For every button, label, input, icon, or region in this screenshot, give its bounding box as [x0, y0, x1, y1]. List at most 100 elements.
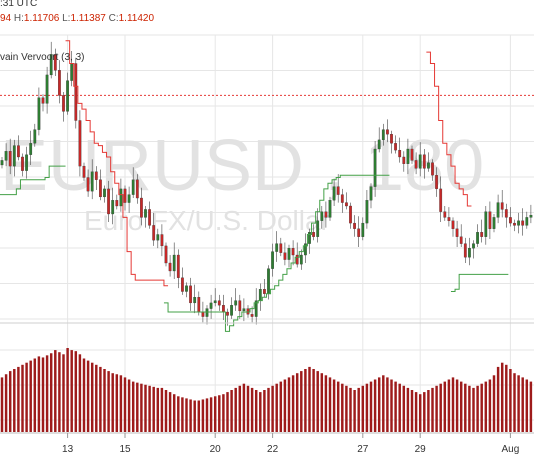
candle-body [58, 70, 61, 96]
volume-bar [324, 375, 328, 432]
candle-body [468, 248, 471, 258]
candle-body [234, 300, 238, 306]
volume-bar [82, 358, 86, 432]
volume-bar [131, 381, 135, 432]
volume-bar [402, 385, 406, 432]
volume-bar [464, 383, 467, 432]
volume-bar [78, 354, 82, 432]
candle-body [230, 305, 233, 316]
header-time-text: :31 UTC [0, 0, 38, 9]
indicator-legend[interactable]: vain Vervoort (3, 3) [0, 52, 84, 63]
candle-body [267, 268, 270, 294]
volume-bar [62, 354, 65, 432]
candle-body [336, 186, 340, 195]
candle-body [365, 200, 369, 224]
ohlc-close-value: 1.11420 [118, 13, 155, 24]
candle-body [459, 236, 463, 244]
candle-body [517, 220, 520, 226]
candle-body [422, 154, 426, 169]
volume-bar [513, 373, 516, 432]
volume-bar [172, 394, 176, 432]
candle-body [29, 143, 33, 155]
volume-bar [218, 395, 221, 432]
volume-bar [304, 369, 307, 432]
candle-body [66, 80, 69, 112]
candle-body [4, 151, 8, 161]
volume-bar [529, 381, 533, 432]
x-tick-label: 20 [210, 444, 222, 455]
candle-body [390, 134, 393, 144]
volume-bar [431, 387, 434, 432]
volume-bar [29, 360, 32, 432]
candle-body [439, 188, 443, 212]
volume-bar [226, 392, 229, 432]
volume-bar [295, 373, 299, 432]
volume-bar [373, 379, 377, 432]
volume-bar [427, 390, 430, 432]
candle-body [222, 305, 225, 313]
volume-bar [250, 387, 254, 432]
candle-body [320, 211, 324, 221]
volume-bar [107, 371, 110, 432]
candle-body [213, 300, 217, 304]
volume-bar [386, 377, 389, 432]
volume-bar [66, 348, 69, 432]
volume-bar [25, 362, 28, 432]
candle-body [140, 197, 143, 218]
volume-bar [136, 382, 139, 432]
candle-body [160, 234, 164, 247]
watermark: EURUSD , 180 Euro FX/U.S. Dollar [0, 126, 484, 236]
volume-bar [21, 364, 24, 432]
candle-body [488, 211, 492, 229]
volume-bar [99, 366, 102, 432]
candle-body [107, 188, 110, 215]
candle-body [193, 297, 197, 304]
candle-body [316, 220, 320, 237]
candle-body [435, 175, 438, 190]
volume-bar [418, 394, 422, 432]
candle-body [217, 300, 221, 306]
candle-body [144, 209, 147, 218]
candle-body [17, 145, 20, 158]
volume-bar [144, 384, 147, 432]
candle-body [70, 63, 74, 81]
candle-body [115, 200, 119, 207]
candle-body [431, 162, 434, 176]
candle-body [111, 200, 115, 215]
volume-bar [152, 386, 155, 432]
candle-body [250, 314, 254, 317]
volume-bar [74, 351, 78, 432]
candle-body [394, 143, 397, 151]
candle-body [21, 156, 24, 171]
volume-bar [45, 355, 49, 432]
volume-bar [439, 383, 442, 432]
candle-body [242, 308, 246, 312]
candle-body [123, 188, 127, 203]
candle-body [99, 179, 102, 198]
ohlc-low-value: 1.11387 [70, 13, 106, 24]
volume-bar [369, 381, 373, 432]
volume-bar [242, 383, 246, 432]
volume-bar [423, 392, 426, 432]
volume-bar [119, 375, 123, 432]
volume-bar [148, 385, 151, 432]
volume-bar [377, 377, 381, 432]
x-tick-label: 27 [357, 444, 369, 455]
volume-bar [103, 369, 106, 432]
x-tick-label: 29 [415, 444, 427, 455]
volume-bar [230, 390, 233, 432]
volume-bar [476, 385, 479, 432]
candle-body [386, 129, 389, 135]
volume-bar [185, 398, 188, 432]
volume-bar [115, 374, 119, 432]
candle-body [381, 129, 385, 141]
header-time: :31 UTC [0, 0, 37, 9]
candle-body [414, 160, 418, 169]
candle-body [156, 234, 160, 241]
candle-body [181, 277, 184, 292]
volume-bar [357, 387, 360, 432]
candle-body [283, 252, 287, 260]
ohlc-open-value: 94 [0, 13, 12, 24]
x-tick-label: 22 [267, 444, 279, 455]
